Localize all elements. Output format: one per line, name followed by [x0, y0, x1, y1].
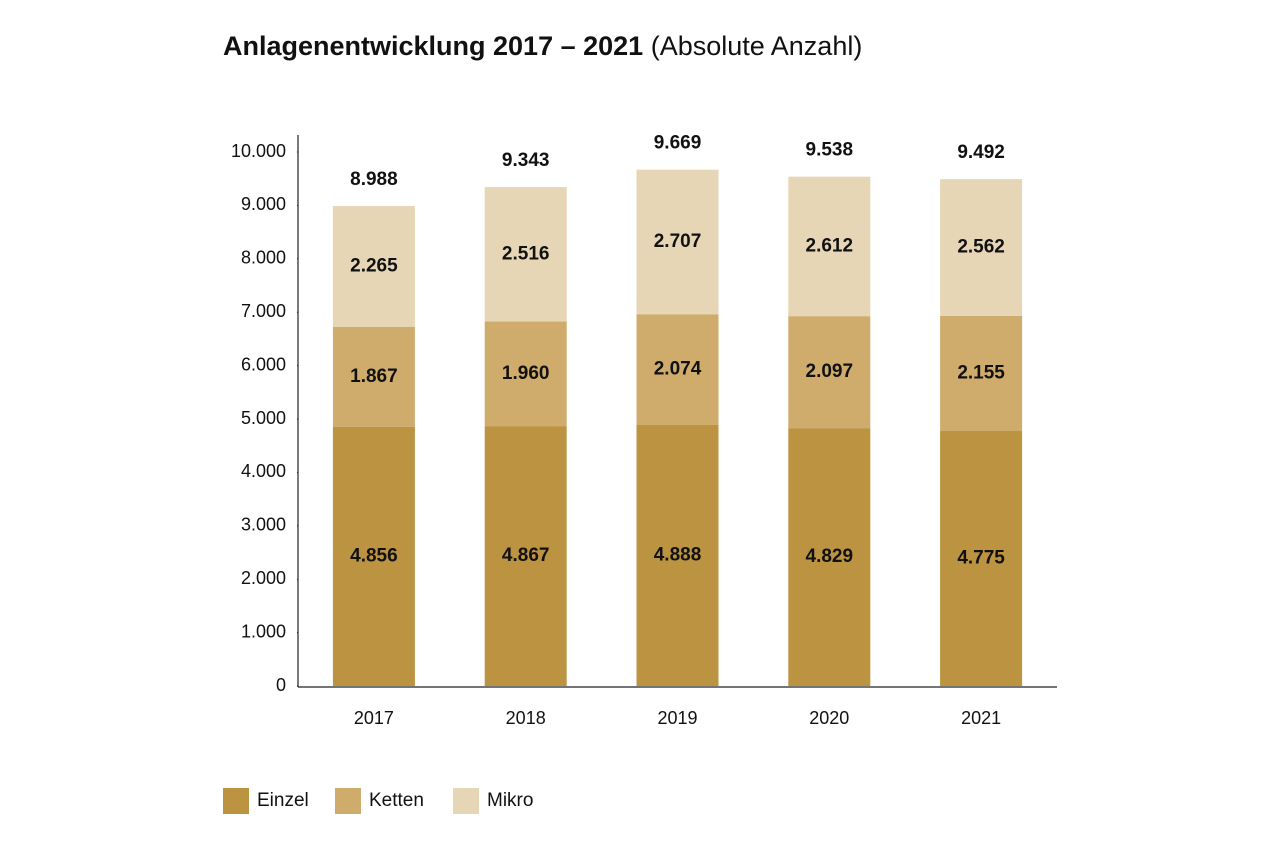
x-tick-label: 2017	[354, 708, 394, 728]
data-label: 2.612	[806, 235, 854, 256]
y-tick-label: 5.000	[241, 408, 286, 428]
bar-segment	[788, 428, 871, 686]
bar-segment	[636, 424, 719, 686]
y-tick-label: 6.000	[241, 354, 286, 374]
bar-segment	[332, 326, 415, 427]
x-tick-label: 2020	[809, 708, 849, 728]
bar-segment	[484, 187, 567, 322]
bar-segment	[332, 206, 415, 327]
data-label: 2.074	[654, 359, 702, 380]
bar-segment	[940, 431, 1023, 686]
data-label: 1.960	[502, 363, 550, 384]
total-label: 9.492	[957, 142, 1005, 163]
bar-segment	[332, 426, 415, 686]
data-label: 2.516	[502, 243, 550, 264]
data-label: 4.856	[350, 545, 398, 566]
bar-segment	[940, 179, 1023, 316]
total-label: 9.343	[502, 150, 550, 171]
data-label: 2.562	[957, 237, 1005, 258]
bar-segment	[636, 314, 719, 425]
bar-segment	[484, 426, 567, 686]
y-tick-label: 1.000	[241, 621, 286, 641]
y-tick-label: 0	[276, 675, 286, 695]
y-tick-label: 3.000	[241, 515, 286, 535]
y-tick-label: 9.000	[241, 194, 286, 214]
legend-label: Mikro	[487, 790, 533, 811]
data-label: 2.155	[957, 362, 1005, 383]
data-label: 4.867	[502, 545, 550, 566]
bar-segment	[484, 321, 567, 427]
x-tick-label: 2021	[961, 708, 1001, 728]
total-label: 8.988	[350, 169, 398, 190]
data-label: 1.867	[350, 366, 398, 387]
title: Anlagenentwicklung 2017 – 2021	[223, 31, 643, 61]
total-label: 9.538	[806, 140, 854, 161]
legend-swatch	[453, 788, 479, 814]
y-tick-label: 10.000	[231, 141, 286, 161]
data-label: 2.707	[654, 231, 702, 252]
legend-label: Ketten	[369, 790, 424, 811]
y-tick-label: 4.000	[241, 461, 286, 481]
x-tick-label: 2019	[657, 708, 697, 728]
y-tick-label: 2.000	[241, 568, 286, 588]
legend-swatch	[335, 788, 361, 814]
data-label: 2.265	[350, 256, 398, 277]
y-tick-label: 7.000	[241, 301, 286, 321]
bar-segment	[636, 169, 719, 315]
legend-swatch	[223, 788, 249, 814]
y-tick-label: 8.000	[241, 248, 286, 268]
subtitle: (Absolute Anzahl)	[651, 31, 863, 61]
data-label: 4.775	[957, 548, 1005, 569]
total-label: 9.669	[654, 133, 702, 154]
bar-segment	[940, 315, 1023, 432]
legend-label: Einzel	[257, 790, 309, 811]
data-label: 4.829	[806, 546, 854, 567]
data-label: 2.097	[806, 361, 854, 382]
bar-segment	[788, 176, 871, 317]
data-label: 4.888	[654, 545, 702, 566]
x-tick-label: 2018	[506, 708, 546, 728]
chart-title: Anlagenentwicklung 2017 – 2021 (Absolute…	[223, 31, 862, 61]
bar-segment	[788, 316, 871, 429]
